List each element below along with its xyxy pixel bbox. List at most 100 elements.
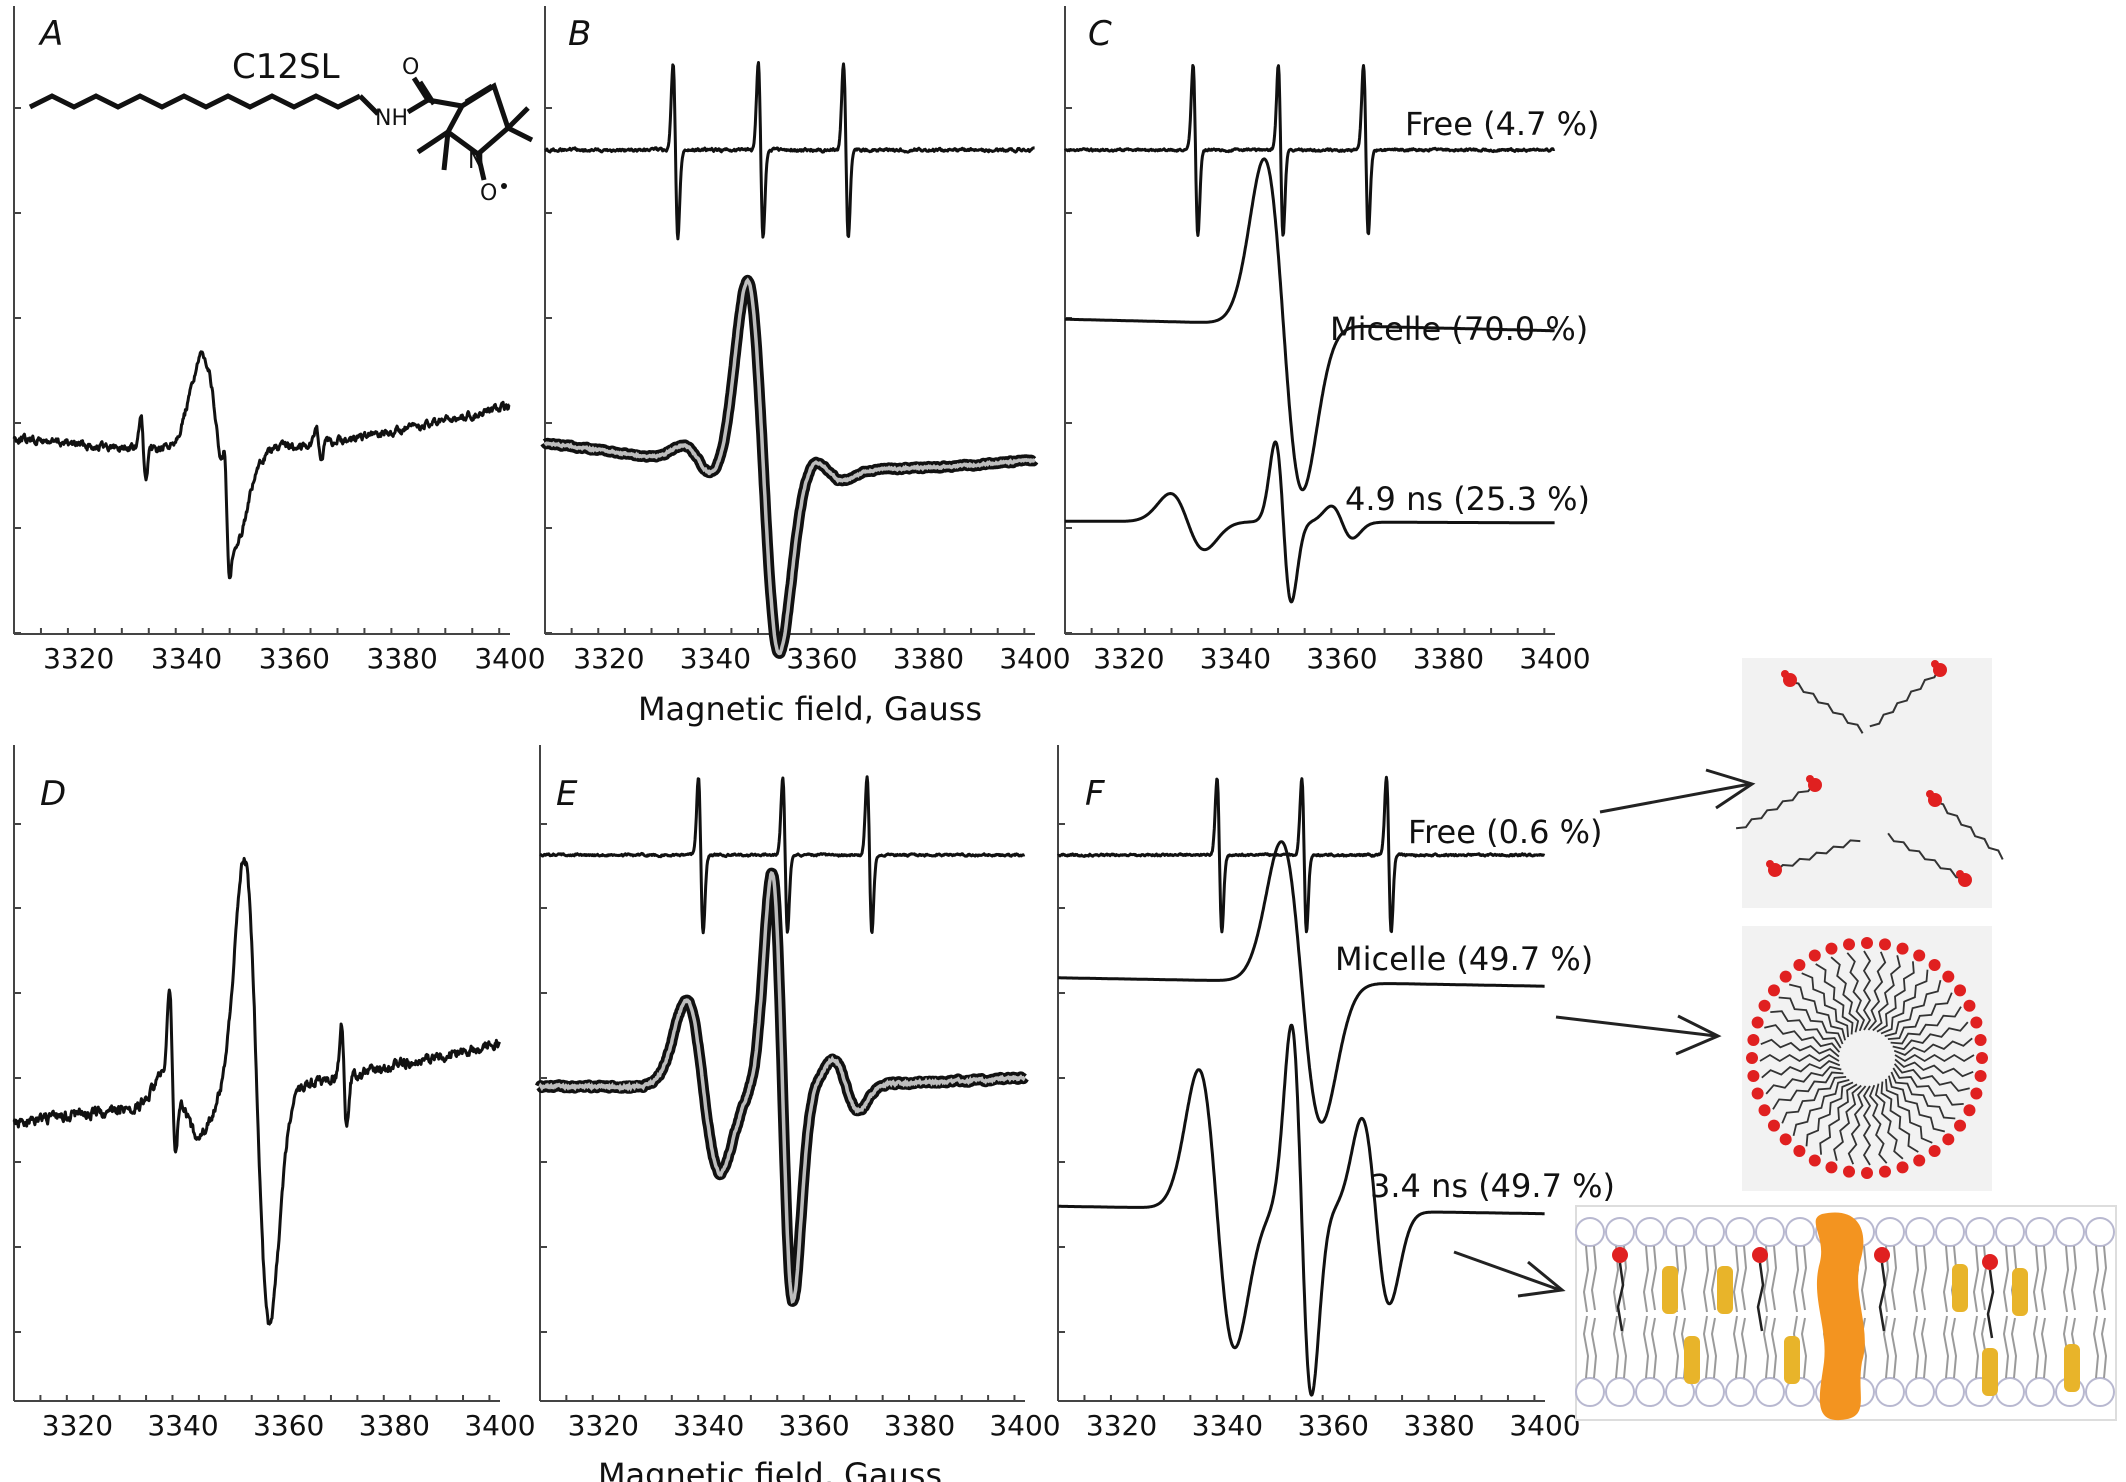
micelle-head — [1954, 984, 1967, 997]
micelle-head — [1746, 1052, 1758, 1064]
lipid-tail — [2092, 1245, 2100, 1313]
lipid-head-top — [2085, 1217, 2115, 1247]
lipid-tail — [2070, 1245, 2078, 1311]
lipid-tail — [1972, 1245, 1980, 1313]
lipid-tail — [1702, 1245, 1710, 1313]
arrow-micelle — [1555, 1014, 1722, 1056]
panel-letter-f: F — [1085, 774, 1105, 814]
panel-letter-b: B — [568, 14, 591, 54]
micelle-head — [1808, 1154, 1821, 1167]
lipid-tail — [1582, 1245, 1590, 1313]
micelle-chain — [1778, 996, 1844, 1045]
lipid-head-bottom — [1605, 1377, 1635, 1407]
free-molecule-tail — [1735, 782, 1815, 830]
spin-label-head — [1752, 1247, 1768, 1263]
micelle-head — [1843, 1165, 1856, 1178]
micelle-chain — [1862, 1085, 1872, 1166]
lipid-head-top — [2055, 1217, 2085, 1247]
series-label: Free (4.7 %) — [1405, 105, 1600, 143]
spectrum-trace — [1064, 157, 1556, 492]
x-tick-label: 3360 — [1298, 1409, 1369, 1442]
x-tick-label: 3360 — [253, 1409, 324, 1442]
micelle-head — [1767, 1119, 1780, 1132]
lipid-tail — [1882, 1315, 1890, 1379]
x-tick-label: 3400 — [464, 1409, 535, 1442]
free-molecule-tail — [1933, 800, 2004, 860]
x-tick-label: 3320 — [43, 642, 114, 675]
arrow-membrane — [1453, 1250, 1566, 1298]
micelle-chain — [1830, 956, 1860, 1033]
micelle-chain — [1867, 951, 1887, 1031]
spin-label-head — [1982, 1254, 1998, 1270]
panel-letter-c: C — [1088, 14, 1112, 54]
lipid-tail — [1650, 1245, 1658, 1311]
micelle-head — [1913, 1154, 1926, 1167]
spin-label-head — [1766, 860, 1774, 868]
micelle-chain — [1872, 955, 1901, 1032]
micelle-head — [1928, 958, 1941, 971]
micelle-chain — [1764, 1024, 1841, 1053]
micelle-head — [1878, 1165, 1891, 1178]
lipid-tail — [1650, 1317, 1658, 1379]
lipid-tail — [2032, 1315, 2040, 1379]
micelle-chain — [1833, 1084, 1862, 1161]
micelle-head — [1878, 938, 1891, 951]
free-molecule-tail — [1775, 839, 1861, 873]
lipid-tail — [1890, 1317, 1898, 1379]
micelle-head — [1942, 970, 1955, 983]
lipid-tail — [2040, 1245, 2048, 1311]
lipid-head-top — [1575, 1217, 1605, 1247]
free-molecule-tail — [1788, 680, 1864, 734]
lipid-tail — [1972, 1315, 1980, 1379]
lipid-head-top — [1905, 1217, 1935, 1247]
atom-label-o-radical: O — [480, 181, 497, 206]
panel-c: C 3320 3340 3360 3380 3400 Free (4.7 %) Micell… — [1064, 6, 1600, 675]
spectrum-trace — [1057, 775, 1546, 934]
inset-micelle — [1742, 926, 1992, 1191]
series-label: Free (0.6 %) — [1408, 813, 1603, 851]
inset-free-molecules — [1735, 658, 2004, 908]
lipid-tail — [1740, 1245, 1748, 1311]
cholesterol — [1717, 1266, 1733, 1314]
micelle-chain — [1890, 1006, 1962, 1045]
micelle-chain — [1880, 969, 1929, 1035]
lipid-head-top — [1635, 1217, 1665, 1247]
membrane-protein — [1815, 1212, 1865, 1421]
spin-label-head — [1612, 1247, 1628, 1263]
lipid-tail — [1740, 1317, 1748, 1379]
micelle-chain — [1887, 992, 1953, 1040]
x-tick-label: 3380 — [893, 642, 964, 675]
lipid-tail — [1942, 1315, 1950, 1379]
micelle-chain — [1805, 1081, 1854, 1147]
micelle-chain — [1880, 1081, 1919, 1153]
spin-label-head — [1806, 775, 1814, 783]
x-tick-label: 3360 — [778, 1409, 849, 1442]
micelle-head — [1779, 970, 1792, 983]
cholesterol — [2064, 1344, 2080, 1392]
panel-b: B 3320 3340 3360 3380 3400 — [540, 6, 1071, 675]
lipid-head-bottom — [1875, 1377, 1905, 1407]
x-tick-label: 3340 — [673, 1409, 744, 1442]
spin-label-head — [1874, 1247, 1890, 1263]
micelle-head — [1758, 999, 1771, 1012]
atom-label-o: O — [402, 55, 419, 80]
x-tick-label: 3400 — [1519, 642, 1590, 675]
fit-trace — [538, 870, 1026, 1305]
lipid-tail — [2100, 1317, 2108, 1379]
lipid-tail — [2032, 1245, 2040, 1313]
lipid-tail — [1920, 1245, 1928, 1311]
spectrum-trace — [12, 856, 501, 1326]
micelle-head — [1779, 1133, 1792, 1146]
x-tick-label: 3400 — [474, 642, 545, 675]
lipid-head-bottom — [1905, 1377, 1935, 1407]
lipid-head-top — [1935, 1217, 1965, 1247]
arrows — [1453, 768, 1756, 1298]
micelle-head — [1963, 1104, 1976, 1117]
lipid-head-bottom — [1635, 1377, 1665, 1407]
cholesterol — [1784, 1336, 1800, 1384]
micelle-chain — [1801, 972, 1849, 1038]
micelle-chain — [1788, 983, 1846, 1041]
lipid-tail — [1710, 1245, 1718, 1311]
micelle-head — [1751, 1087, 1764, 1100]
micelle-chain — [1847, 1085, 1867, 1165]
